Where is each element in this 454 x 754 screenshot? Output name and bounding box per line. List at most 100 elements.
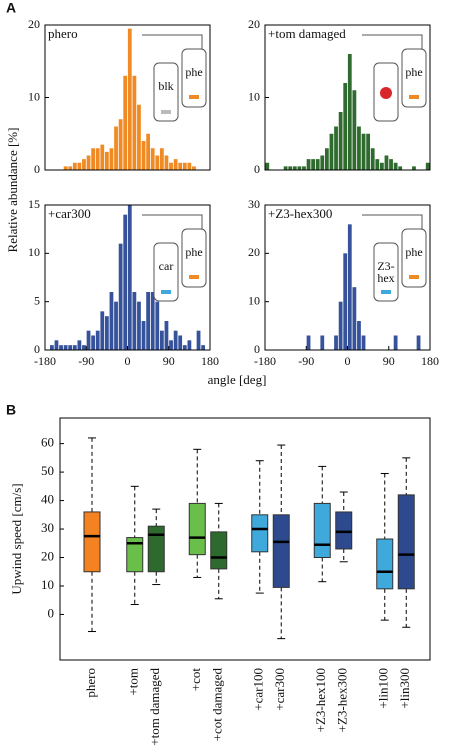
panel-title: phero (48, 26, 78, 41)
bar (127, 28, 132, 170)
bar (123, 214, 128, 350)
inset-tube (142, 214, 203, 229)
bar (127, 205, 132, 350)
inset-source (161, 110, 171, 114)
plot-frame (264, 204, 431, 351)
bar (173, 159, 178, 170)
bar (412, 166, 416, 170)
bar (114, 301, 118, 350)
bar (361, 133, 366, 170)
inset-label: blk (158, 79, 173, 93)
bar (100, 144, 105, 170)
inset-source (189, 95, 199, 99)
bar (425, 162, 430, 170)
x-tick-label: +car100 (251, 668, 266, 711)
y-tick-label: 40 (41, 492, 54, 507)
box (83, 511, 101, 573)
box (313, 502, 331, 559)
bar (320, 155, 325, 170)
bar (375, 159, 380, 170)
bar (86, 155, 91, 170)
bar (306, 159, 311, 170)
plot-frame (44, 204, 211, 351)
y-tick-label: 20 (28, 17, 40, 31)
bar (292, 166, 297, 170)
x-tick-label: +tom damaged (147, 668, 162, 746)
x-tick-label: -180 (254, 354, 276, 368)
bar (201, 345, 206, 350)
bar (187, 162, 192, 170)
x-tick-label: +cot (188, 668, 203, 692)
x-tick-label: 0 (125, 354, 131, 368)
bar (155, 301, 160, 350)
bar (352, 287, 357, 350)
box (335, 511, 353, 550)
box (147, 525, 165, 573)
y-tick-label: 10 (28, 245, 40, 259)
box (210, 531, 228, 570)
bar (141, 141, 146, 170)
bar (77, 162, 82, 170)
bar (306, 335, 311, 350)
bar (347, 54, 352, 170)
bar (338, 112, 343, 170)
x-tick-label: 0 (345, 354, 351, 368)
bar (59, 345, 63, 350)
inset-vial (401, 48, 427, 108)
bar (338, 301, 343, 350)
x-axis-label: angle [deg] (208, 372, 267, 387)
box (397, 494, 415, 590)
x-tick-label: -90 (298, 354, 314, 368)
bar (63, 166, 68, 170)
y-tick-label: 10 (41, 577, 54, 592)
inset-tube (362, 214, 423, 229)
bar (389, 159, 393, 170)
bar (352, 90, 357, 170)
bar (159, 330, 164, 350)
bar (68, 166, 73, 170)
inset-label: car (159, 259, 174, 273)
y-axis-label: Upwind speed [cm/s] (9, 483, 24, 594)
y-tick-label: 0 (254, 162, 260, 176)
bar (104, 316, 109, 350)
x-tick-label: +cot damaged (210, 668, 225, 742)
inset-source (381, 290, 391, 294)
y-tick-label: 0 (34, 342, 40, 356)
inset-vial (401, 228, 427, 288)
bar (416, 335, 421, 350)
bar (288, 166, 293, 170)
x-tick-label: phero (83, 668, 98, 698)
bar (123, 75, 128, 170)
x-tick-label: +Z3-hex100 (313, 668, 328, 732)
inset-vial (153, 62, 179, 122)
bar (182, 345, 187, 350)
y-tick-label: 15 (28, 197, 40, 211)
x-tick-label: 90 (163, 354, 175, 368)
y-tick-label: 10 (28, 89, 40, 103)
bar (82, 159, 86, 170)
inset-source (380, 87, 392, 99)
x-tick-label: +lin100 (376, 668, 391, 709)
bar (192, 166, 196, 170)
x-tick-label: 90 (383, 354, 395, 368)
bar (283, 166, 288, 170)
bar (297, 166, 302, 170)
bar (178, 335, 183, 350)
bar (320, 335, 325, 350)
bar (357, 126, 361, 170)
bar (384, 155, 389, 170)
x-tick-label: +tom (126, 668, 141, 696)
panel-title: +car300 (48, 206, 91, 221)
x-tick-label: 180 (421, 354, 439, 368)
bar (164, 155, 169, 170)
y-tick-label: 0 (254, 342, 260, 356)
box (272, 514, 290, 588)
plot-frame (44, 24, 211, 171)
bar (132, 292, 137, 350)
bar (329, 133, 334, 170)
bar (155, 155, 160, 170)
bar (334, 335, 338, 350)
inset-source (161, 290, 171, 294)
bar (196, 330, 201, 350)
